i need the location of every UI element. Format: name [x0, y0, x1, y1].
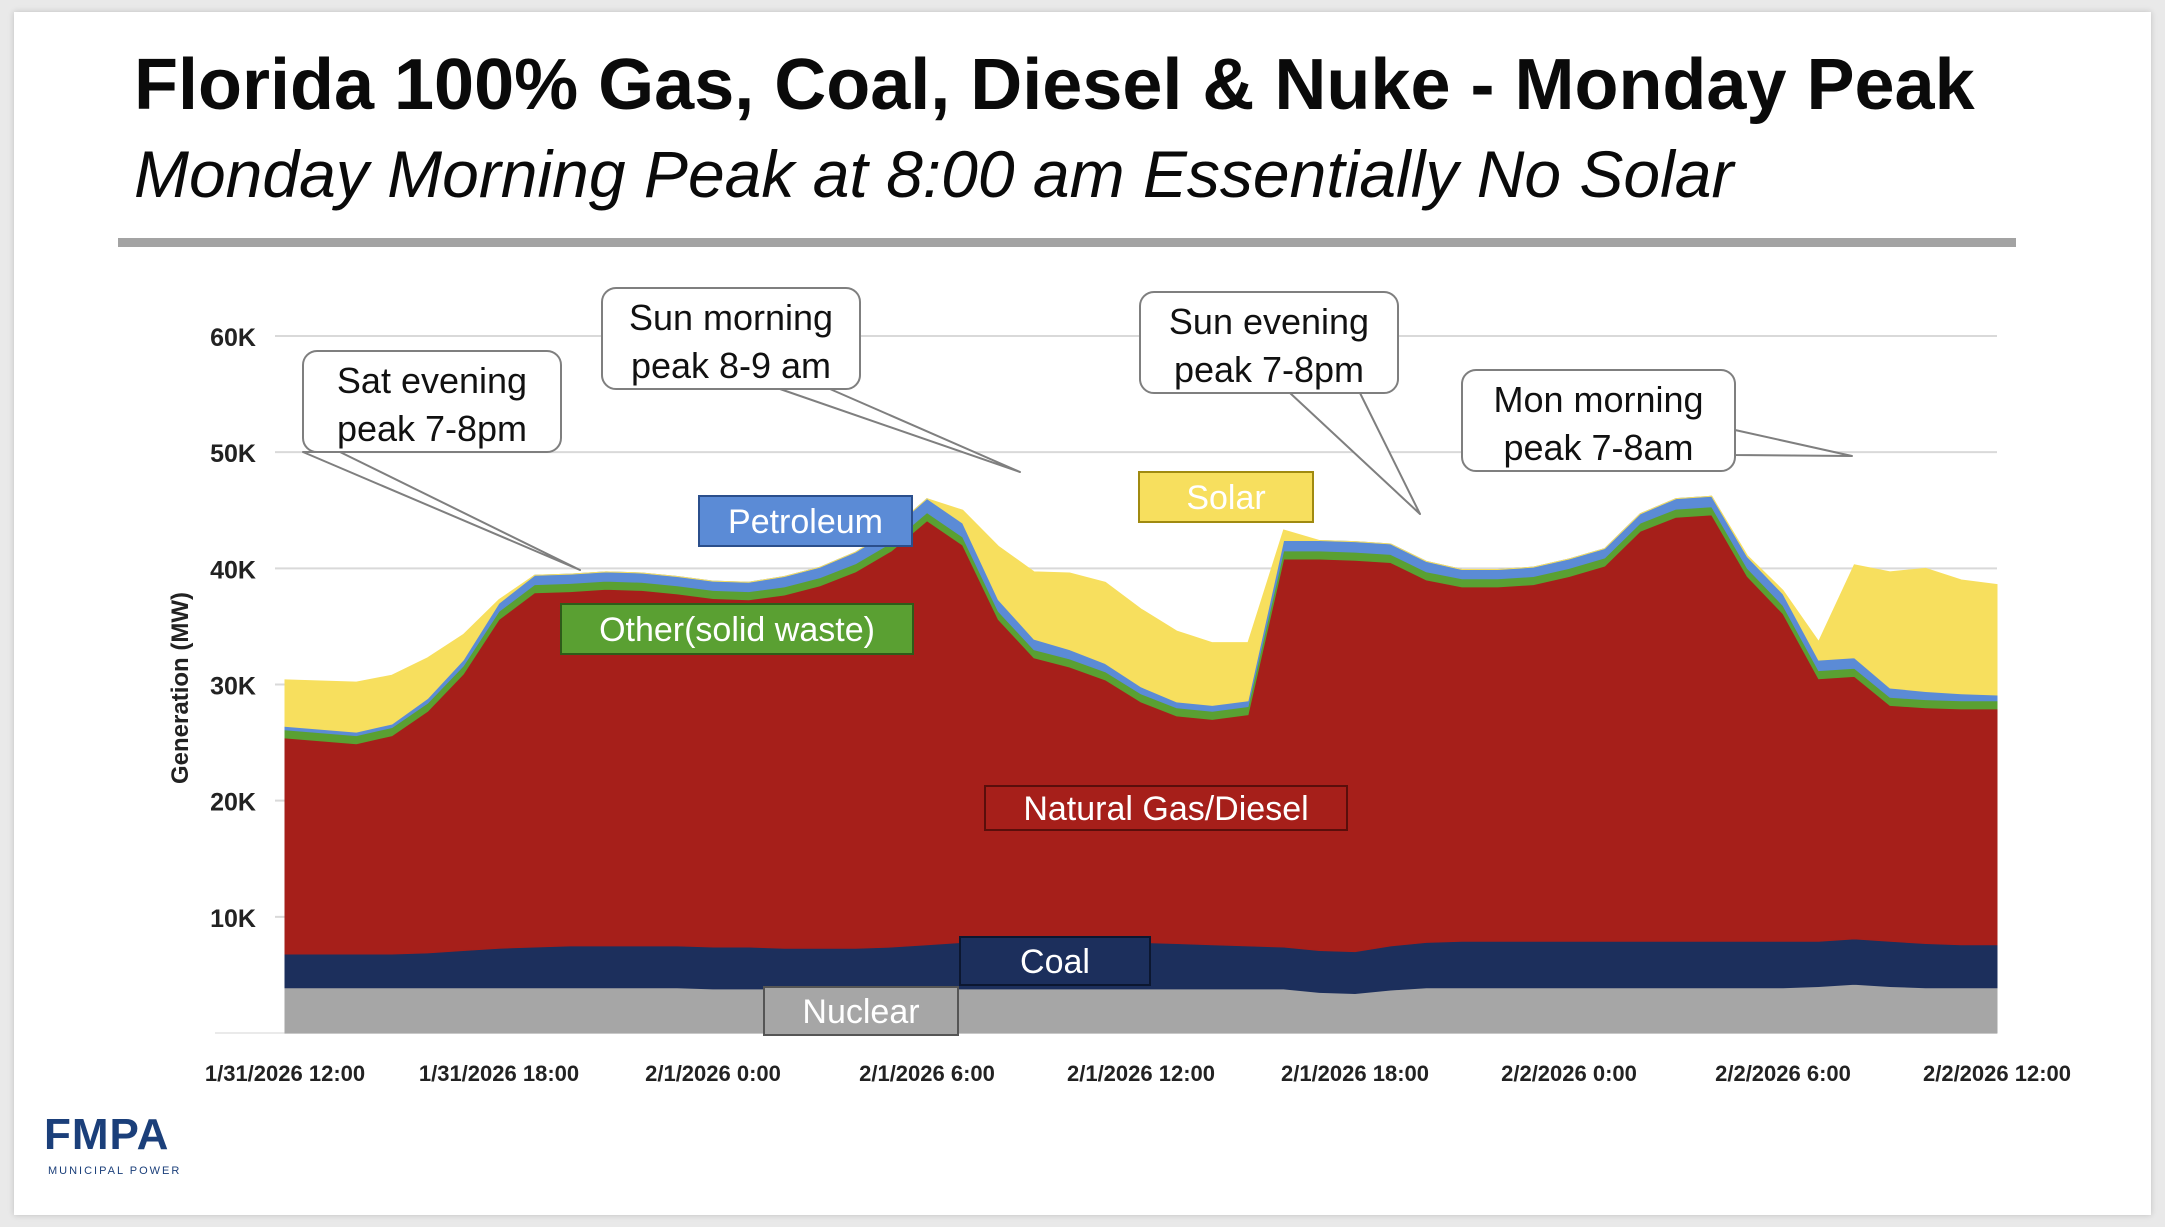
annotation-text: Sun morning: [629, 297, 833, 338]
y-tick-label: 40K: [210, 556, 256, 584]
series-label-gas: Natural Gas/Diesel: [1023, 790, 1308, 828]
annotation-box-fill: [604, 290, 858, 387]
annotation-text: peak 7-8pm: [1174, 349, 1364, 390]
x-tick-label: 1/31/2026 18:00: [419, 1061, 579, 1086]
x-tick-label: 2/2/2026 6:00: [1715, 1061, 1851, 1086]
series-label-box-nuclear: [763, 986, 959, 1036]
annotation-text: Sat evening: [337, 360, 527, 401]
y-tick-label: 10K: [210, 905, 256, 933]
annotation-text: Mon morning: [1493, 379, 1703, 420]
annotation-box-fill: [1142, 294, 1396, 391]
annotation-text: peak 7-8pm: [337, 408, 527, 449]
annotation-box-fill: [305, 353, 559, 450]
x-tick-label: 2/1/2026 0:00: [645, 1061, 781, 1086]
series-label-petroleum: Petroleum: [728, 503, 883, 541]
page-subtitle: Monday Morning Peak at 8:00 am Essential…: [134, 137, 1734, 211]
fmpa-logo: FMPA MUNICIPAL POWER: [44, 1110, 234, 1190]
y-tick-label: 20K: [210, 789, 256, 817]
annotation-pointer: [779, 388, 1021, 473]
page-title: Florida 100% Gas, Coal, Diesel & Nuke - …: [134, 45, 1975, 125]
series-label-box-coal: [959, 936, 1151, 986]
y-tick-label: 50K: [210, 440, 256, 468]
title-divider: [118, 238, 2016, 247]
y-tick-label: 30K: [210, 673, 256, 701]
series-label-coal: Coal: [1020, 943, 1090, 981]
series-label-box-other: [560, 603, 914, 655]
series-label-nuclear: Nuclear: [802, 993, 919, 1031]
x-tick-label: 2/1/2026 18:00: [1281, 1061, 1429, 1086]
x-tick-label: 2/2/2026 0:00: [1501, 1061, 1637, 1086]
annotation-box-fill: [1464, 372, 1733, 469]
y-tick-label: 60K: [210, 324, 256, 352]
x-tick-label: 2/1/2026 12:00: [1067, 1061, 1215, 1086]
annotation-text: peak 7-8am: [1503, 427, 1693, 468]
x-tick-label: 1/31/2026 12:00: [205, 1061, 365, 1086]
annotation-pointer: [1734, 429, 1853, 457]
series-label-box-petroleum: [698, 495, 913, 547]
y-axis-title: Generation (MW): [167, 592, 194, 784]
series-label-box-gas: [984, 785, 1348, 831]
logo-subtext: MUNICIPAL POWER: [48, 1165, 182, 1177]
x-tick-label: 2/1/2026 6:00: [859, 1061, 995, 1086]
x-tick-label: 2/2/2026 12:00: [1923, 1061, 2071, 1086]
annotation-text: peak 8-9 am: [631, 345, 831, 386]
series-label-box-solar: [1138, 471, 1314, 523]
series-label-other: Other(solid waste): [599, 611, 875, 649]
annotation-text: Sun evening: [1169, 301, 1369, 342]
logo-text: FMPA: [44, 1110, 170, 1159]
area-nuclear: [284, 983, 1998, 1034]
annotation-pointer: [302, 451, 581, 571]
series-label-solar: Solar: [1186, 479, 1265, 517]
